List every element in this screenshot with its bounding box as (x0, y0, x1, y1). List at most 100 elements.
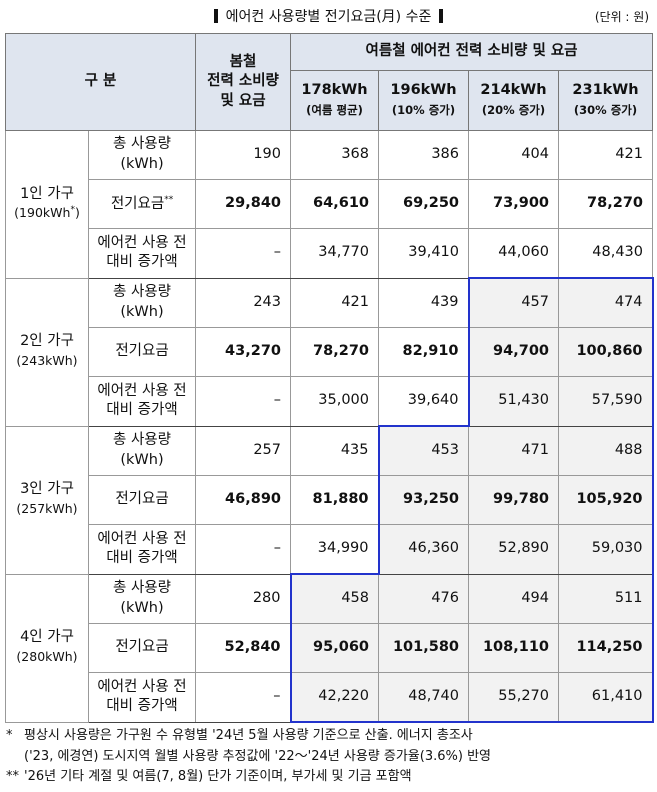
cell-value: – (195, 376, 292, 427)
cell-value: 488 (558, 425, 654, 476)
column-note: (20% 증가) (481, 102, 546, 117)
group-kwh: (280kWh) (16, 649, 78, 664)
group-kwh: (190kWh (14, 205, 71, 221)
column-kwh: 214kWh (480, 81, 547, 98)
corner: 구 분 (4, 33, 197, 131)
body-row: 전기요금** 29,840 64,610 69,250 73,900 78,270 (6, 179, 654, 229)
body-row: 전기요금 43,270 78,270 82,910 94,700 100,860 (6, 327, 654, 377)
table-body: 1인 가구 (190kWh*) 총 사용량 (kWh) 190 368 386 404 421 전… (5, 130, 654, 723)
cell-value: 511 (558, 573, 654, 624)
spring-line: 전력 소비량 (207, 73, 279, 90)
cell-value: – (195, 524, 292, 575)
row-label: 전기요금 (87, 327, 197, 377)
cell-value: 29,840 (195, 179, 292, 229)
row-label: 에어컨 사용 전 대비 증가액 (87, 228, 197, 279)
cell-value: 404 (468, 130, 560, 180)
row-label: 총 사용량 (kWh) (87, 425, 197, 476)
cell-value: 48,430 (558, 228, 654, 279)
row-label-line: 총 사용량 (113, 580, 171, 597)
cell-value: 39,640 (378, 376, 470, 427)
cell-value: 78,270 (558, 179, 654, 229)
body-row: 에어컨 사용 전 대비 증가액 –35,000 39,640 51,430 57,590 (6, 376, 654, 427)
cell-value: 471 (468, 425, 560, 476)
cell-value: 421 (558, 130, 654, 180)
row-label: 총 사용량 (kWh) (87, 573, 197, 624)
row-label-line: 에어컨 사용 전 (97, 382, 187, 399)
column-note: (10% 증가) (391, 102, 456, 117)
row-label-line: 총 사용량 (113, 432, 171, 449)
body-row: 전기요금 52,840 95,060 101,580 108,110 114,250 (6, 623, 654, 673)
row-label-line: (kWh) (120, 156, 164, 172)
column-header: 178kWh (여름 평균) (290, 70, 380, 131)
body-row: 전기요금 46,890 81,880 93,250 99,780 105,920 (6, 475, 654, 525)
title-bar (439, 9, 444, 23)
footnote-text: '26년 기타 계절 및 여름(7, 8월) 단가 기준이며, 부가세 및 기금… (24, 769, 412, 784)
cell-value: 105,920 (558, 475, 654, 525)
cell-value: 73,900 (468, 179, 560, 229)
row-label-line: 대비 증가액 (106, 698, 178, 715)
cell-value: 44,060 (468, 228, 560, 279)
cell-value: 39,410 (378, 228, 470, 279)
cell-value: 34,770 (290, 228, 380, 279)
row-label-line: 전기요금 (110, 195, 165, 212)
title-bar (213, 9, 218, 23)
body-row: 4인 가구 (280kWh) 총 사용량 (kWh) 280 458 476 494 511 (5, 573, 654, 723)
cell-value: 476 (378, 573, 470, 624)
cell-value: 42,220 (289, 672, 380, 723)
cell-value: 95,060 (289, 623, 380, 673)
summer-header: 여름철 에어컨 전력 소비량 및 요금 (290, 33, 654, 71)
column-kwh: 178kWh (301, 81, 368, 98)
column-note: (여름 평균) (306, 102, 363, 117)
cell-value: 52,840 (195, 623, 292, 673)
cell-value: 48,740 (378, 672, 470, 723)
footnote-mark-text: * (6, 728, 13, 743)
group-kwh: (257kWh) (16, 501, 78, 516)
cell-value: 114,250 (558, 623, 654, 673)
column-header: 196kWh (10% 증가) (378, 70, 470, 131)
row-label: 에어컨 사용 전 대비 증가액 (87, 524, 197, 575)
cell-value: 99,780 (468, 475, 560, 525)
group-mark: * (70, 205, 75, 216)
row-label-line: (kWh) (120, 451, 164, 468)
cell-value: 46,890 (195, 475, 292, 525)
row-label: 에어컨 사용 전 대비 증가액 (87, 376, 197, 427)
cell-value: 64,610 (290, 179, 380, 229)
cell-value: 435 (290, 425, 380, 476)
cell-value: 94,700 (467, 327, 560, 377)
cell-value: 69,250 (378, 179, 470, 229)
cell-value: 59,030 (558, 524, 654, 575)
cell-value: 280 (195, 573, 292, 624)
cell-value: 93,250 (377, 475, 470, 525)
row-label: 전기요금** (87, 179, 197, 229)
column-note: (30% 증가) (573, 102, 638, 117)
cell-value: 81,880 (290, 475, 380, 525)
cell-value: 35,000 (290, 376, 380, 427)
footnote-line: * 평상시 사용량은 가구원 수 유형별 '24년 5월 사용량 기준으로 산출.… (6, 726, 491, 747)
row-label-line: 대비 증가액 (106, 550, 178, 567)
row-label-line: 총 사용량 (113, 284, 171, 301)
group-sub: (280kWh) (16, 649, 77, 664)
column-kwh: 231kWh (572, 81, 639, 98)
header-title: 에어컨 사용량별 전기요금(月) 수준 (0, 6, 657, 26)
cell-value: 257 (195, 425, 292, 476)
group-name: 3인 가구 (20, 481, 74, 498)
cell-value: 474 (558, 277, 654, 328)
group-kwh: (243kWh) (16, 353, 78, 368)
footnotes: * 평상시 사용량은 가구원 수 유형별 '24년 5월 사용량 기준으로 산출.… (6, 726, 491, 788)
cell-value: 421 (290, 277, 380, 328)
cell-value: 458 (289, 573, 380, 624)
row-label-line: 총 사용량 (113, 136, 171, 153)
body-row: 에어컨 사용 전 대비 증가액 –34,770 39,410 44,060 48,430 (6, 228, 654, 279)
group-sub: (257kWh) (16, 501, 77, 516)
cell-value: 51,430 (467, 376, 560, 427)
cell-value: 34,990 (290, 524, 380, 575)
spring-header: 봄철 전력 소비량 및 요금 (195, 33, 292, 131)
spring-line: 봄철 (229, 53, 257, 70)
group-name: 4인 가구 (20, 629, 74, 646)
cell-value: – (195, 228, 292, 279)
price-table: 구 분 봄철 전력 소비량 및 요금 여름철 에어컨 전력 소비량 및 요금 178kWh… (4, 33, 654, 723)
cell-value: 368 (290, 130, 380, 180)
header-row: 구 분 봄철 전력 소비량 및 요금 여름철 에어컨 전력 소비량 및 요금 (4, 33, 654, 131)
group-label: 4인 가구 (280kWh) (5, 573, 89, 723)
